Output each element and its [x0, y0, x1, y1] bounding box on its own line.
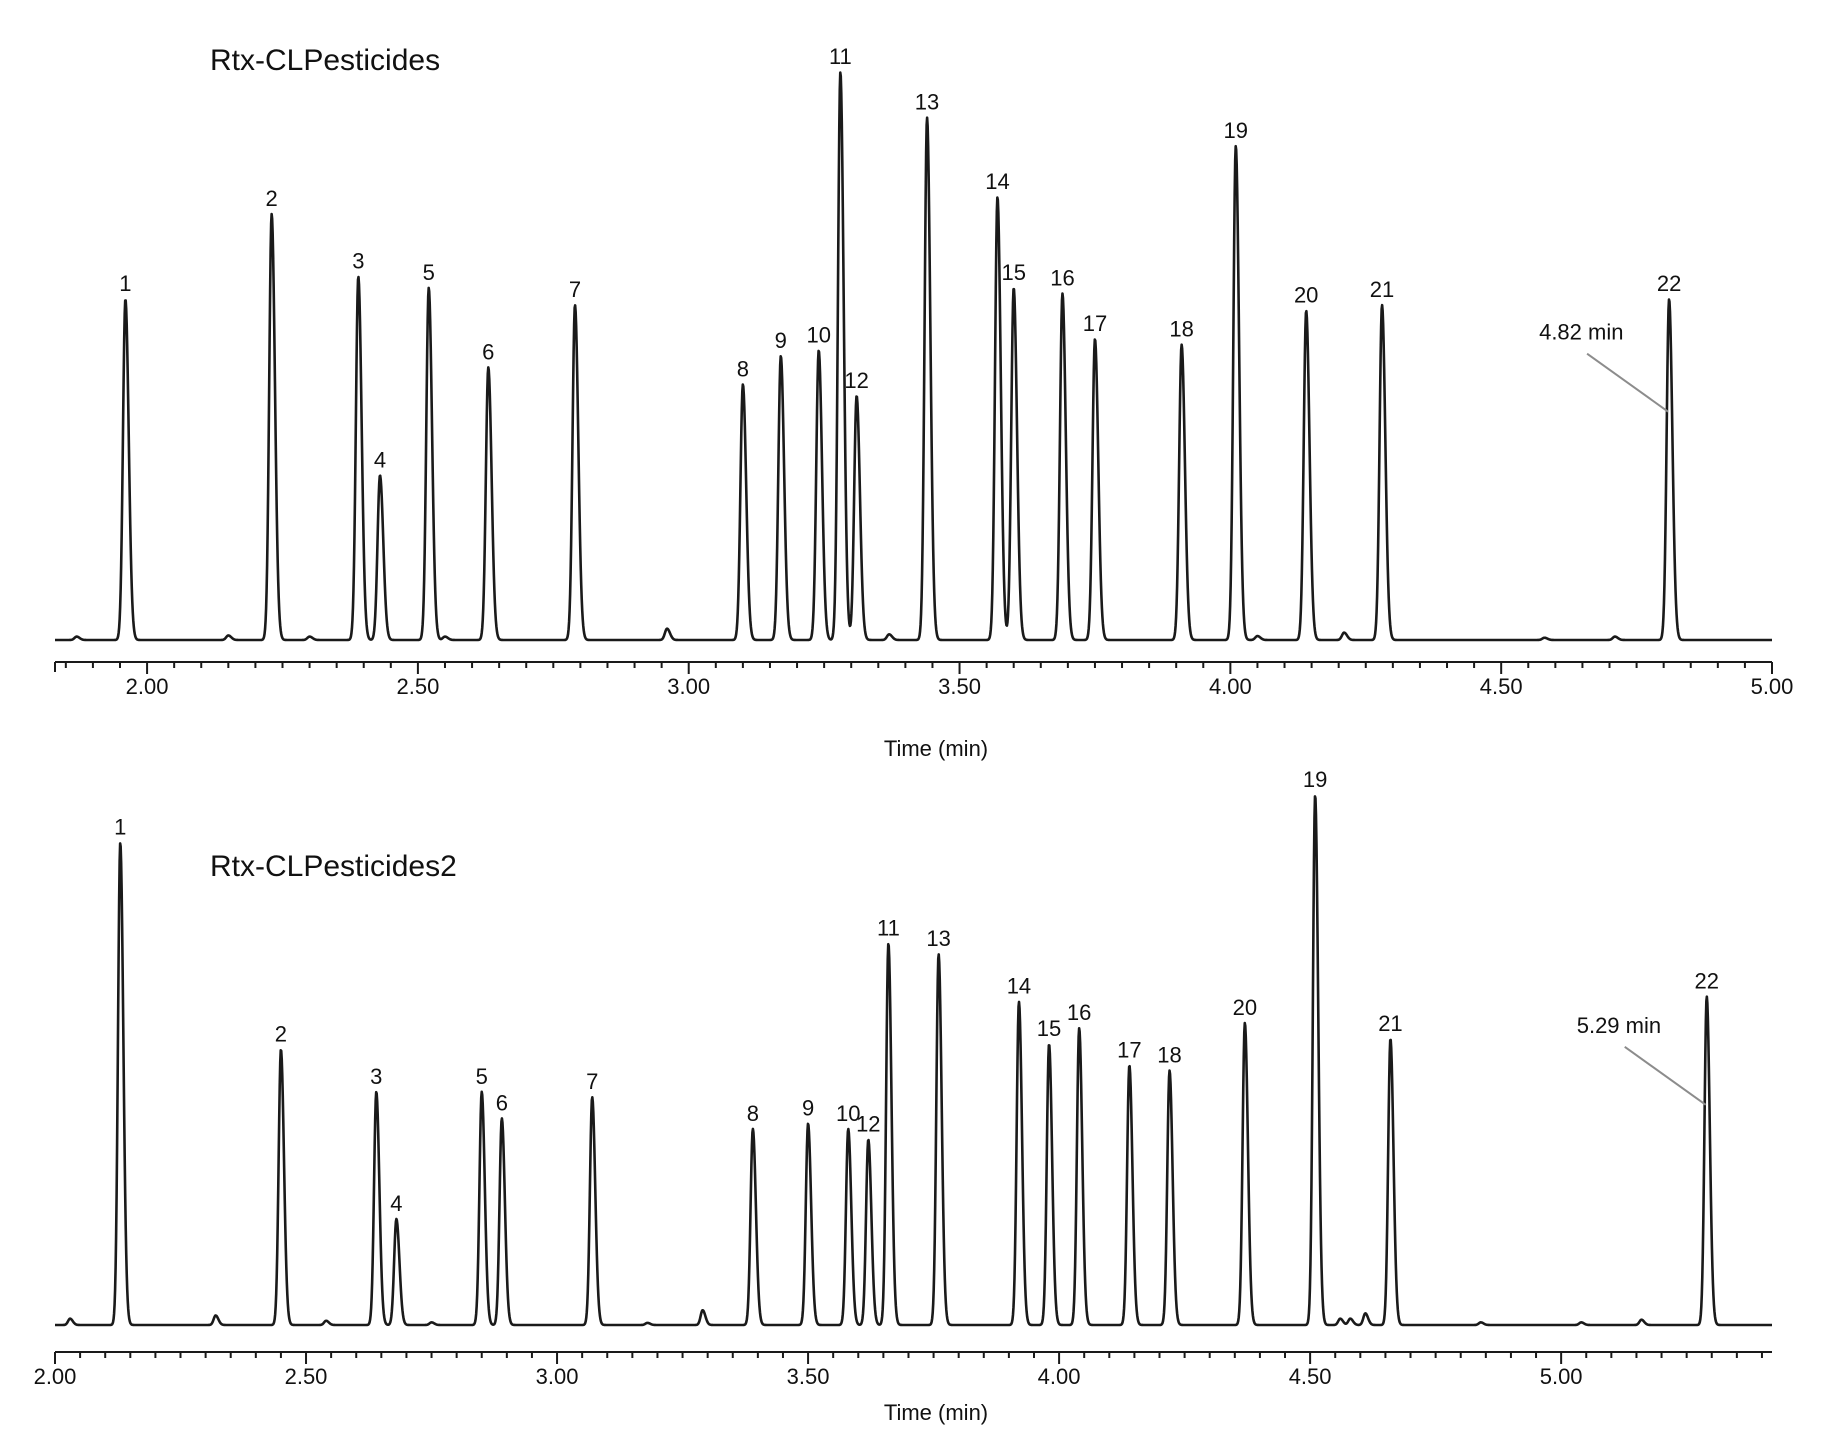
retention-time-annotation: 5.29 min	[1577, 1013, 1661, 1038]
peak-label-22: 22	[1694, 968, 1718, 993]
chromatogram-panel-bottom: Rtx-CLPesticides2 Time (min) 2.00 2.50 3.0…	[34, 767, 1773, 1425]
peak-label-19: 19	[1303, 767, 1327, 792]
peak-label-12: 12	[856, 1112, 880, 1137]
x-tick-label: 4.50	[1480, 674, 1523, 699]
peak-label-6: 6	[496, 1090, 508, 1115]
peak-label-22: 22	[1657, 271, 1681, 296]
peak-label-1: 1	[119, 271, 131, 296]
peak-label-19: 19	[1224, 118, 1248, 143]
x-tick-label: 3.00	[536, 1364, 579, 1389]
x-tick-label: 2.50	[285, 1364, 328, 1389]
peak-label-16: 16	[1050, 266, 1074, 291]
x-tick-label: 5.00	[1751, 674, 1794, 699]
peak-label-13: 13	[915, 89, 939, 114]
peak-label-2: 2	[275, 1021, 287, 1046]
peak-label-6: 6	[482, 339, 494, 364]
peak-label-8: 8	[737, 356, 749, 381]
peak-label-3: 3	[370, 1064, 382, 1089]
x-tick-label: 5.00	[1540, 1364, 1583, 1389]
peak-label-21: 21	[1378, 1011, 1402, 1036]
retention-time-annotation: 4.82 min	[1539, 320, 1623, 345]
x-axis-title: Time (min)	[884, 1400, 988, 1425]
peak-label-14: 14	[985, 169, 1009, 194]
peak-label-7: 7	[569, 277, 581, 302]
peak-label-11: 11	[829, 44, 852, 69]
peak-label-10: 10	[836, 1101, 860, 1126]
x-tick-label: 3.50	[787, 1364, 830, 1389]
x-tick-label: 2.50	[396, 674, 439, 699]
peak-label-10: 10	[806, 322, 830, 347]
peak-label-18: 18	[1169, 317, 1193, 342]
peak-label-16: 16	[1067, 1000, 1091, 1025]
x-tick-label: 3.00	[667, 674, 710, 699]
peak-label-17: 17	[1117, 1037, 1141, 1062]
peak-label-5: 5	[476, 1064, 488, 1089]
peak-label-5: 5	[423, 260, 435, 285]
peak-label-3: 3	[352, 248, 364, 273]
peak-label-17: 17	[1083, 311, 1107, 336]
chromatogram-panel-top: Rtx-CLPesticides Time (min) 2.00 2.50 3.00…	[54, 44, 1794, 761]
x-tick-label: 3.50	[938, 674, 981, 699]
peak-label-8: 8	[747, 1101, 759, 1126]
peak-label-4: 4	[374, 447, 386, 472]
peak-label-11: 11	[877, 915, 900, 940]
x-tick-label: 4.00	[1038, 1364, 1081, 1389]
peak-label-9: 9	[802, 1096, 814, 1121]
peak-label-20: 20	[1294, 283, 1318, 308]
peak-label-12: 12	[844, 368, 868, 393]
x-tick-label: 4.50	[1289, 1364, 1332, 1389]
panel-title: Rtx-CLPesticides	[210, 44, 440, 77]
peak-label-9: 9	[775, 328, 787, 353]
peak-label-15: 15	[1001, 260, 1025, 285]
panel-title: Rtx-CLPesticides2	[210, 850, 457, 883]
peak-label-1: 1	[114, 815, 126, 840]
annotation-leader-line	[1586, 352, 1669, 413]
peak-label-18: 18	[1157, 1043, 1181, 1068]
peak-label-21: 21	[1370, 277, 1394, 302]
x-axis-title: Time (min)	[884, 736, 988, 761]
peak-label-7: 7	[586, 1069, 598, 1094]
chromatogram-trace	[54, 71, 1773, 642]
annotation-leader-line	[1624, 1046, 1707, 1106]
x-tick-label: 2.00	[126, 674, 169, 699]
peak-label-2: 2	[266, 186, 278, 211]
x-tick-label: 2.00	[34, 1364, 77, 1389]
peak-label-4: 4	[390, 1191, 402, 1216]
peak-label-15: 15	[1037, 1016, 1061, 1041]
peak-label-14: 14	[1007, 974, 1031, 999]
x-tick-label: 4.00	[1209, 674, 1252, 699]
peak-label-20: 20	[1233, 995, 1257, 1020]
peak-label-13: 13	[926, 926, 950, 951]
chromatogram-trace	[54, 795, 1773, 1327]
